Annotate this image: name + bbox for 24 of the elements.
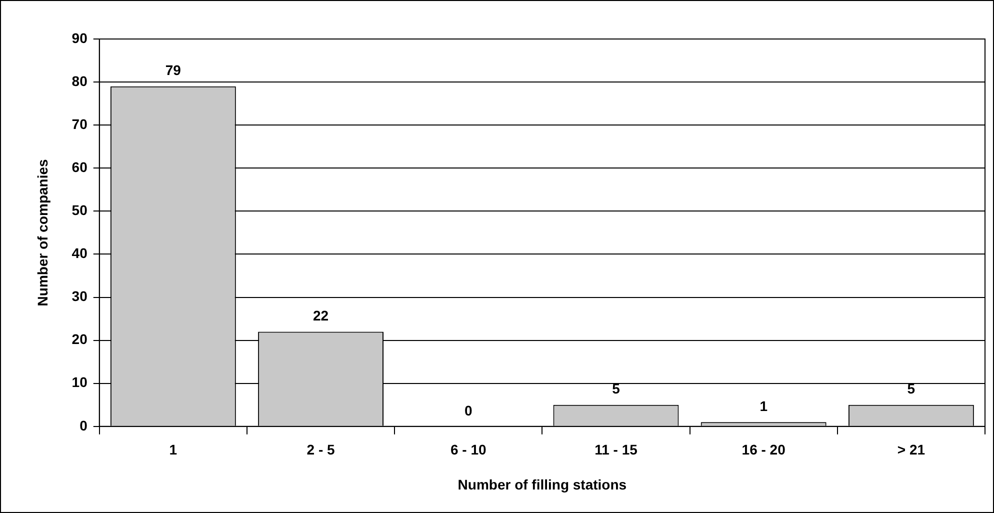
y-tick-label: 80 xyxy=(72,72,88,89)
x-tick-label: 2 - 5 xyxy=(306,442,335,458)
y-tick-label: 60 xyxy=(72,158,88,175)
y-tick-label: 50 xyxy=(72,202,88,218)
x-tick-label: > 21 xyxy=(897,442,926,458)
y-tick-label: 20 xyxy=(72,331,88,348)
data-label: 79 xyxy=(165,62,182,78)
y-tick-label: 10 xyxy=(72,374,88,390)
y-tick-label: 40 xyxy=(72,245,88,262)
x-tick-label: 6 - 10 xyxy=(450,442,486,458)
y-tick-label: 70 xyxy=(72,116,88,132)
y-tick-label: 0 xyxy=(80,417,88,434)
y-axis-title: Number of companies xyxy=(34,158,50,306)
x-axis-title: Number of filling stations xyxy=(458,476,627,492)
data-label: 5 xyxy=(907,380,916,397)
y-tick-label: 90 xyxy=(72,30,88,46)
data-label: 1 xyxy=(760,398,768,414)
x-tick-label: 16 - 20 xyxy=(742,442,786,458)
data-label: 22 xyxy=(312,308,329,324)
y-tick-label: 30 xyxy=(72,288,88,304)
x-tick-label: 1 xyxy=(169,442,178,458)
data-label: 0 xyxy=(464,402,472,418)
data-label: 5 xyxy=(612,380,620,397)
x-tick-label: 11 - 15 xyxy=(594,442,638,458)
